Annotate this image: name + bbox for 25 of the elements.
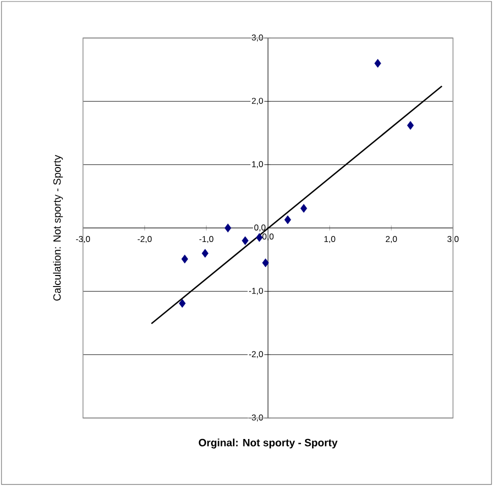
x-tick-label: 2,0 <box>386 236 397 244</box>
point <box>181 254 188 264</box>
point <box>300 204 308 213</box>
x-axis-title: Orginal: Not sporty - Sporty <box>198 438 338 448</box>
point <box>407 120 414 130</box>
point <box>262 258 269 268</box>
point <box>178 298 186 308</box>
y-tick-label: 2,0 <box>252 98 263 105</box>
y-tick-label: 1,0 <box>252 161 263 168</box>
y-axis-title: Calculation: Not sporty - Sporty <box>53 154 63 301</box>
y-tick-label: 0,0 <box>254 224 266 232</box>
y-tick-label: 3,0 <box>252 34 263 42</box>
x-tick-label: -3,0 <box>76 236 90 244</box>
point <box>374 58 382 68</box>
y-tick-label: -2,0 <box>249 351 263 358</box>
y-tick-label: -1,0 <box>249 288 263 295</box>
point <box>242 236 249 246</box>
point <box>202 248 208 258</box>
x-tick-label: 1,0 <box>324 236 336 244</box>
y-tick-label: -3,0 <box>249 414 263 422</box>
point <box>284 215 292 224</box>
x-tick-label: -2,0 <box>138 236 152 244</box>
point <box>224 224 232 232</box>
x-tick-label: -1,0 <box>199 236 214 244</box>
x-tick-label: 3,0 <box>447 236 459 244</box>
